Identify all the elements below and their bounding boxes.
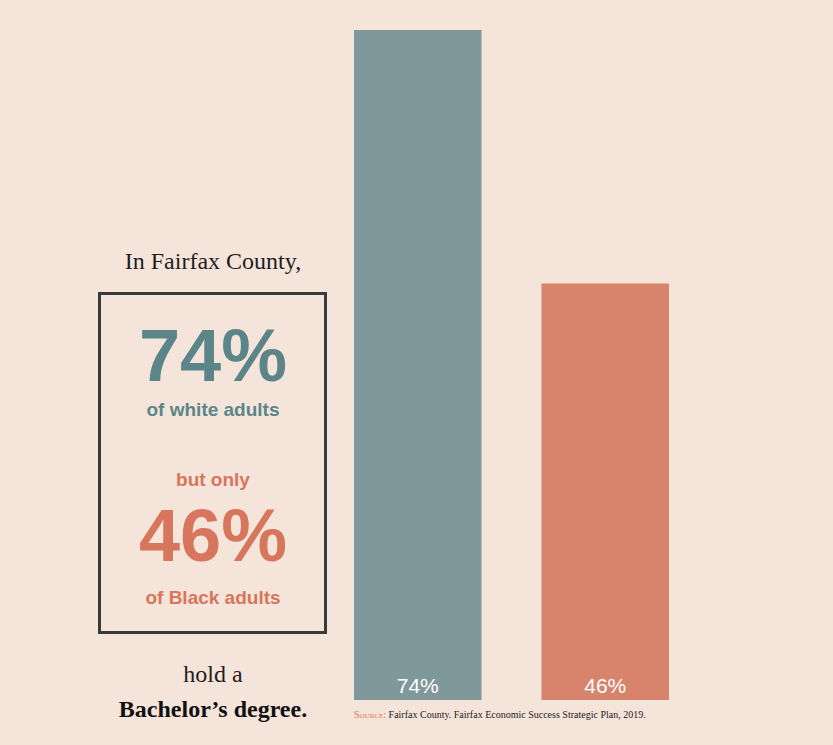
html-text:Bachelor’s degree.: Bachelor’s degree. (118, 696, 308, 722)
html-text:Source: Fairfax County. Fairfa: Source: Fairfax County. Fairfax Economic… (354, 709, 646, 720)
html-text:of Black adults: of Black adults (145, 587, 281, 608)
html-text:hold a: hold a (183, 661, 243, 687)
svg-text:46%: 46% (584, 674, 626, 697)
html-text:74%: 74% (138, 314, 287, 397)
html-text:In Fairfax County,: In Fairfax County, (124, 248, 302, 274)
html-text:but only: but only (176, 469, 250, 490)
html-text:of white adults: of white adults (146, 399, 280, 420)
svg-text:74%: 74% (397, 674, 439, 697)
html-text:46%: 46% (138, 494, 287, 577)
